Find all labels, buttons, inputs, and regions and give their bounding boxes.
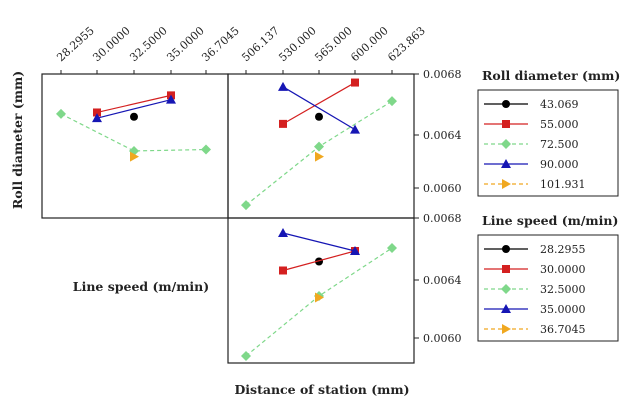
- tick-label: 506.137: [239, 24, 282, 64]
- y-axis-label: Roll diameter (mm): [10, 71, 25, 209]
- legend-label: 32.5000: [540, 283, 586, 296]
- plot-layer: [56, 78, 397, 361]
- roll-diameter-vs-line-speed-series: [56, 91, 211, 162]
- data-point-90.000: [350, 124, 360, 134]
- data-point-43.069: [130, 112, 138, 121]
- panel-line-speed-vs-distance: [227, 217, 415, 364]
- data-point-55.000: [93, 108, 101, 117]
- series-line-90.000: [282, 86, 356, 131]
- legend-label: 28.2955: [540, 243, 586, 256]
- series-line-35.0000: [282, 232, 356, 252]
- line-speed-vs-distance-series: [241, 228, 397, 361]
- legend-marker: [501, 304, 511, 313]
- legend-label: 101.931: [540, 178, 586, 191]
- legend-label: 30.0000: [540, 263, 586, 276]
- tick-label: 565.000: [312, 24, 355, 64]
- series-line-55.000: [282, 82, 356, 125]
- data-point-90.000: [92, 113, 102, 123]
- panel-roll-diameter-vs-line-speed: [41, 73, 229, 219]
- legend-marker: [502, 179, 511, 189]
- roll-diameter-vs-distance-series: [241, 78, 397, 211]
- data-point-90.000: [166, 94, 176, 104]
- data-point-28.2955: [315, 257, 323, 266]
- legend-label: 35.0000: [540, 303, 586, 316]
- data-point-32.5000: [387, 243, 397, 253]
- legend-marker: [501, 139, 511, 149]
- data-point-101.931: [315, 151, 324, 162]
- data-point-72.500: [56, 108, 66, 119]
- series-line-72.500: [60, 113, 207, 152]
- legend-label: 43.069: [540, 98, 579, 111]
- tick-label: 32.5000: [127, 24, 170, 64]
- tick-label: 30.0000: [90, 24, 133, 64]
- right-ticks-upper: 0.0068 0.0064 0.0060: [423, 68, 462, 195]
- data-point-72.500: [201, 144, 211, 155]
- data-point-55.000: [279, 119, 287, 128]
- data-point-36.7045: [315, 292, 324, 303]
- tick-label: 600.000: [348, 24, 391, 64]
- data-point-90.000: [278, 81, 288, 91]
- legend-speed: 28.2955 30.0000 32.5000 35.0000 36.7045: [484, 243, 586, 336]
- legend-label: 55.000: [540, 118, 579, 131]
- legend-label: 36.7045: [540, 323, 586, 336]
- tick-label: 623.863: [385, 24, 428, 64]
- series-line-90.000: [96, 99, 172, 119]
- legend-marker: [502, 245, 510, 253]
- data-point-43.069: [315, 112, 323, 121]
- legend-marker: [502, 324, 511, 334]
- data-point-55.000: [351, 78, 359, 87]
- legend-marker: [502, 100, 510, 108]
- data-point-35.0000: [278, 228, 288, 237]
- tick-label: 0.0068: [423, 212, 462, 225]
- series-line-55.000: [96, 94, 172, 114]
- right-tick-marks: [414, 73, 419, 339]
- legend-label: 72.500: [540, 138, 579, 151]
- legend-label: 90.000: [540, 158, 579, 171]
- data-point-101.931: [130, 151, 139, 162]
- data-point-30.0000: [279, 266, 287, 275]
- tick-label: 0.0060: [423, 182, 462, 195]
- data-point-72.500: [241, 200, 251, 211]
- legend-roll: 43.069 55.000 72.500 90.000 101.931: [484, 98, 586, 191]
- tick-label: 28.2955: [54, 24, 97, 64]
- right-ticks-lower: 0.0068 0.0064 0.0060: [423, 212, 462, 345]
- tick-label: 0.0064: [423, 274, 462, 287]
- data-point-35.0000: [350, 246, 360, 255]
- data-point-72.500: [314, 141, 324, 152]
- legend-marker: [501, 159, 511, 168]
- legend-speed-frame: [477, 234, 619, 342]
- legend-marker: [502, 120, 510, 128]
- series-line-30.0000: [282, 250, 356, 272]
- tick-label: 530.000: [276, 24, 319, 64]
- top-ticks-line-speed: 28.2955 30.0000 32.5000 35.0000 36.7045: [54, 24, 242, 64]
- tick-label: 35.0000: [164, 24, 207, 64]
- tick-label: 0.0064: [423, 129, 462, 142]
- data-point-72.500: [387, 96, 397, 107]
- top-ticks-distance: 506.137 530.000 565.000 600.000 623.863: [239, 24, 428, 64]
- line-speed-panel-label: Line speed (m/min): [73, 279, 209, 294]
- legend-speed-title: Line speed (m/min): [482, 213, 618, 228]
- legend-roll-title: Roll diameter (mm): [482, 68, 620, 83]
- legend-marker: [501, 284, 511, 294]
- legend-marker: [502, 265, 510, 273]
- legend-roll-frame: [477, 89, 619, 197]
- tick-label: 0.0068: [423, 68, 462, 81]
- tick-label: 36.7045: [199, 24, 242, 64]
- x-axis-label: Distance of station (mm): [234, 382, 409, 397]
- data-point-32.5000: [241, 351, 251, 361]
- top-tick-marks: [60, 70, 393, 74]
- tick-label: 0.0060: [423, 332, 462, 345]
